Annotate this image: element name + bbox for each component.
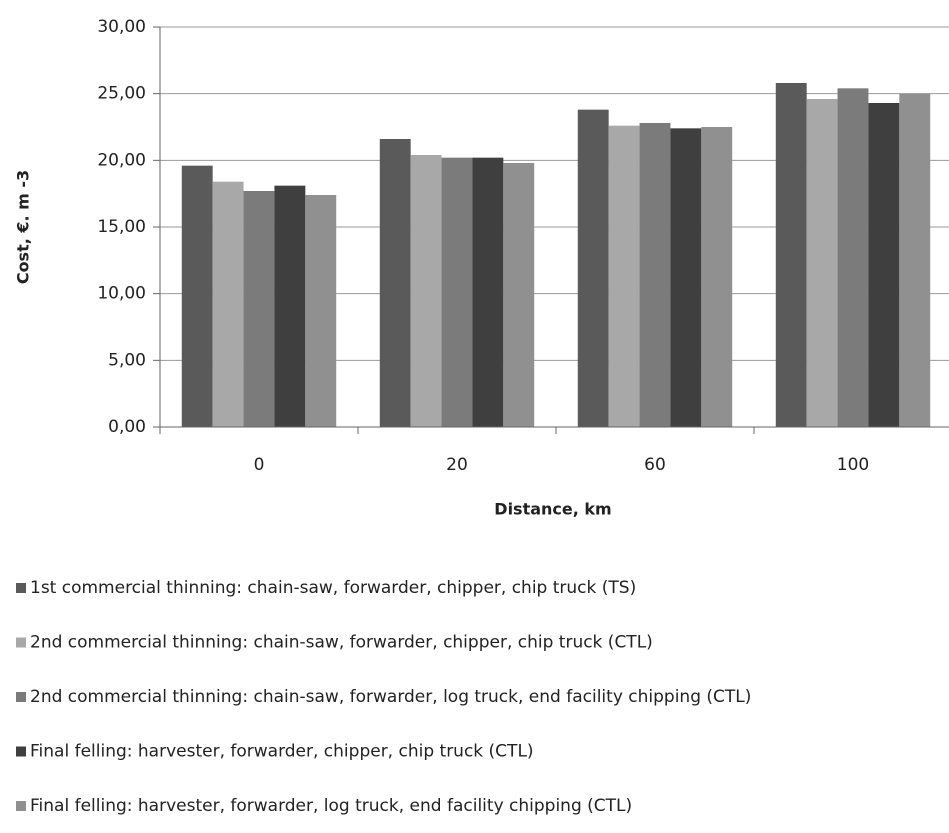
bar — [806, 99, 838, 427]
x-tick-label: 0 — [254, 455, 265, 475]
bar — [441, 157, 473, 427]
bar — [899, 93, 931, 428]
legend-label: 1st commercial thinning: chain-saw, forw… — [30, 578, 636, 598]
legend-swatch — [16, 746, 26, 757]
y-tick-label: 10,00 — [97, 284, 146, 304]
legend-label: 2nd commercial thinning: chain-saw, forw… — [30, 687, 751, 707]
bar — [212, 181, 244, 427]
bar — [181, 165, 213, 427]
legend-label: Final felling: harvester, forwarder, log… — [30, 796, 632, 816]
y-axis-label: Cost, €. m -3 — [14, 170, 33, 284]
legend-swatch — [16, 637, 26, 648]
legend-swatch — [16, 801, 26, 811]
bar — [243, 191, 275, 427]
y-tick-label: 5,00 — [108, 350, 146, 370]
bar — [670, 128, 702, 428]
bar — [472, 157, 504, 427]
x-axis-label: Distance, km — [494, 500, 611, 519]
bar — [608, 125, 640, 428]
y-tick-label: 0,00 — [108, 417, 146, 437]
bar — [577, 109, 609, 428]
bar — [305, 195, 337, 427]
y-tick-label: 30,00 — [97, 17, 146, 37]
bar — [274, 185, 306, 427]
x-tick-label: 100 — [837, 455, 869, 475]
legend-label: Final felling: harvester, forwarder, chi… — [30, 742, 534, 762]
bar — [837, 88, 869, 427]
y-tick-label: 20,00 — [97, 150, 146, 170]
bar — [379, 139, 411, 427]
legend-swatch — [16, 583, 26, 593]
legend-label: 2nd commercial thinning: chain-saw, forw… — [30, 633, 653, 653]
bar — [410, 155, 442, 427]
x-tick-label: 60 — [644, 455, 666, 475]
y-tick-label: 15,00 — [97, 217, 146, 237]
y-tick-label: 25,00 — [97, 84, 146, 104]
bar — [639, 123, 671, 427]
bar — [701, 127, 733, 427]
bar — [775, 83, 807, 427]
legend-swatch — [16, 692, 26, 702]
bar — [503, 163, 535, 427]
x-tick-label: 20 — [446, 455, 468, 475]
bar — [868, 103, 900, 427]
